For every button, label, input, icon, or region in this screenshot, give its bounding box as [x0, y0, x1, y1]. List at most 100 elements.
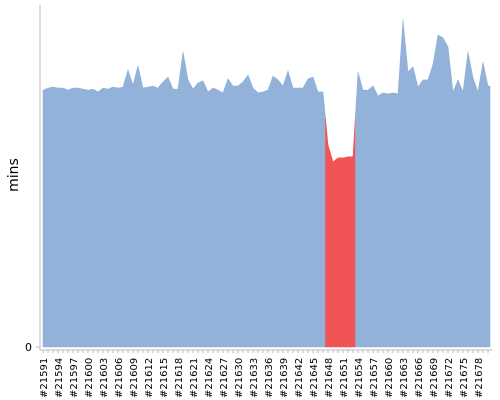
area-segment	[455, 79, 461, 348]
x-tick-label: #21651	[339, 358, 350, 398]
x-tick-label: #21639	[279, 358, 290, 398]
area-segment	[300, 83, 306, 348]
area-segment	[215, 88, 221, 348]
x-tick-label: #21678	[474, 358, 485, 398]
area-segment	[295, 87, 301, 348]
x-tick-label: #21636	[264, 358, 275, 398]
x-tick-label: #21645	[309, 358, 320, 398]
area-segment	[170, 83, 176, 348]
area-segment	[100, 87, 106, 348]
area-segment	[440, 35, 446, 348]
area-segment	[355, 71, 361, 348]
x-tick-label: #21594	[54, 358, 65, 398]
area-segment	[105, 87, 111, 348]
area-segment	[225, 78, 231, 348]
y-tick-label: 0	[25, 341, 32, 354]
area-segment	[475, 76, 481, 348]
area-segment	[200, 80, 206, 348]
area-segment	[265, 83, 271, 348]
area-segment	[415, 76, 421, 348]
x-tick-label: #21642	[294, 358, 305, 398]
area-segment	[360, 81, 366, 348]
area-segment	[470, 64, 476, 348]
area-segment	[395, 56, 401, 348]
area-segment	[130, 75, 136, 348]
area-segment	[285, 69, 291, 348]
area-segment	[125, 68, 131, 348]
area-segment	[410, 66, 416, 348]
area-segment	[190, 84, 196, 348]
area-segment	[55, 87, 61, 348]
x-tick-label: #21654	[354, 358, 365, 398]
y-axis-label: mins	[6, 158, 22, 192]
area-segment	[465, 51, 471, 348]
area-segment	[480, 62, 486, 348]
area-segment	[380, 92, 386, 348]
area-segment	[385, 93, 391, 348]
x-tick-label: #21609	[129, 358, 140, 398]
area-segment	[445, 42, 451, 348]
x-tick-label: #21633	[249, 358, 260, 398]
area-segment	[65, 88, 71, 348]
area-segment	[195, 81, 201, 348]
area-segment	[485, 74, 491, 348]
area-segment	[80, 88, 86, 348]
x-tick-label: #21597	[69, 358, 80, 398]
area-segment	[165, 76, 171, 348]
x-tick-label: #21627	[219, 358, 230, 398]
area-segment	[330, 153, 336, 348]
area-segment	[425, 71, 431, 348]
area-segment	[145, 86, 151, 348]
area-segment	[270, 75, 276, 348]
area-segment	[95, 89, 101, 348]
area-segment	[185, 65, 191, 348]
area-segment	[305, 77, 311, 348]
area-segment	[45, 87, 51, 348]
area-segment	[370, 85, 376, 348]
x-tick-label: #21603	[99, 358, 110, 398]
x-tick-label: #21666	[414, 358, 425, 398]
area-segment	[350, 114, 356, 348]
area-segment	[75, 87, 81, 348]
x-tick-label: #21630	[234, 358, 245, 398]
area-segment	[70, 87, 76, 348]
area-segment	[435, 34, 441, 348]
area-segment	[340, 156, 346, 348]
area-segment	[400, 20, 406, 348]
x-tick-label: #21675	[459, 358, 470, 398]
area-segment	[255, 89, 261, 348]
area-segment	[320, 91, 326, 348]
x-tick-label: #21615	[159, 358, 170, 398]
area-segment	[150, 85, 156, 348]
area-segment	[50, 86, 56, 348]
area-segment	[450, 69, 456, 348]
area-segment	[375, 90, 381, 348]
area-segment	[250, 81, 256, 348]
area-segment	[260, 90, 266, 348]
x-tick-label: #21669	[429, 358, 440, 398]
area-segment	[280, 78, 286, 348]
area-segment	[365, 87, 371, 348]
area-segment	[315, 84, 321, 348]
x-tick-label: #21612	[144, 358, 155, 398]
x-tick-label: #21663	[399, 358, 410, 398]
x-tick-label: #21606	[114, 358, 125, 398]
x-tick-label: #21660	[384, 358, 395, 398]
x-tick-label: #21591	[39, 358, 50, 398]
area-segment	[390, 92, 396, 348]
area-segment	[60, 87, 66, 348]
area-segment	[110, 86, 116, 348]
area-segment	[155, 84, 161, 348]
area-segment	[345, 156, 351, 348]
area-segment	[90, 88, 96, 348]
area-segment	[460, 71, 466, 348]
area-segment	[210, 87, 216, 348]
area-segment	[180, 51, 186, 348]
area-segment	[220, 85, 226, 348]
area-segment	[140, 76, 146, 348]
area-segment	[245, 74, 251, 348]
area-segment	[420, 79, 426, 348]
area-segment	[230, 81, 236, 348]
area-segment	[135, 65, 141, 348]
